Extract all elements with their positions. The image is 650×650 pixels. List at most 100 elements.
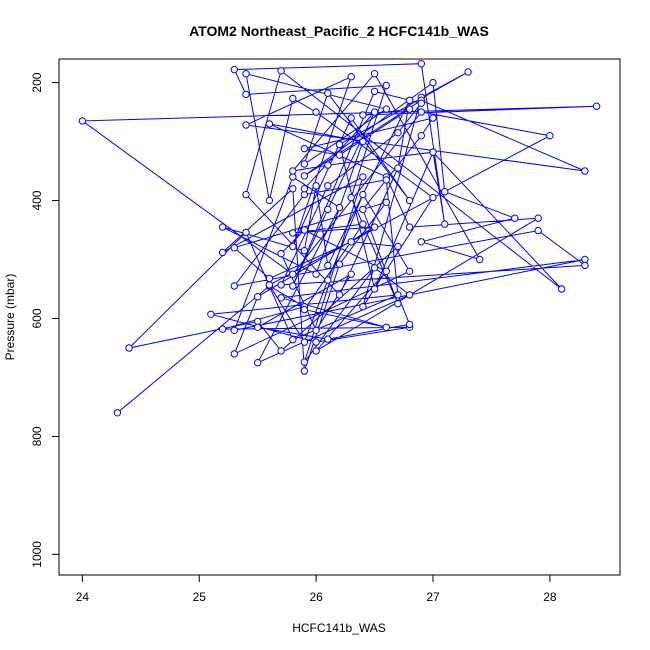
data-point <box>300 172 309 180</box>
data-point <box>312 338 320 346</box>
data-point <box>289 282 297 290</box>
data-point <box>289 270 297 278</box>
data-point <box>277 67 285 75</box>
data-point <box>277 281 285 289</box>
data-point <box>581 167 589 175</box>
x-axis-label: HCFC141b_WAS <box>292 621 386 635</box>
data-point <box>347 73 355 81</box>
data-point <box>417 99 425 107</box>
x-axis-ticks: 24 25 26 27 28 <box>76 575 557 604</box>
data-point <box>405 267 414 275</box>
data-point <box>242 228 250 237</box>
data-point <box>300 305 309 314</box>
data-point <box>417 60 425 68</box>
data-point <box>394 242 402 251</box>
data-point <box>405 320 414 329</box>
y-axis-label: Pressure (mbar) <box>3 274 17 361</box>
data-point <box>394 300 402 308</box>
series-line <box>80 63 597 414</box>
data-point <box>382 81 390 90</box>
data-point <box>254 359 262 367</box>
data-point <box>359 111 367 119</box>
data-point <box>289 185 297 193</box>
data-point <box>405 105 414 113</box>
data-point <box>289 336 297 344</box>
data-point <box>382 198 390 207</box>
data-point <box>441 220 449 228</box>
plot-series <box>80 63 597 414</box>
data-point <box>324 335 332 343</box>
data-point <box>370 108 379 116</box>
data-point <box>218 325 227 333</box>
data-point <box>125 344 133 352</box>
data-point <box>557 285 566 293</box>
y-tick-label: 600 <box>30 308 44 328</box>
data-point <box>254 323 262 331</box>
data-point <box>78 117 87 125</box>
data-point <box>335 260 344 268</box>
y-tick-label: 800 <box>30 426 44 446</box>
data-point <box>324 89 332 97</box>
data-point <box>218 248 227 257</box>
x-tick-label: 28 <box>543 590 557 604</box>
data-point <box>312 108 320 116</box>
data-point <box>254 293 262 301</box>
data-point <box>289 229 297 237</box>
data-point <box>324 261 332 270</box>
data-point <box>289 167 297 175</box>
data-point <box>359 205 367 214</box>
data-point <box>405 223 414 231</box>
data-point <box>382 105 390 113</box>
data-point <box>511 214 519 222</box>
data-point <box>476 255 484 264</box>
data-point <box>382 267 390 275</box>
data-point <box>312 347 320 355</box>
data-point <box>581 261 589 270</box>
data-point <box>417 108 425 116</box>
data-point <box>324 161 332 169</box>
data-point <box>300 185 309 193</box>
data-point <box>405 291 414 299</box>
data-point <box>230 282 239 290</box>
data-point <box>335 203 344 212</box>
data-point <box>324 276 332 284</box>
x-tick-label: 25 <box>193 590 207 604</box>
data-point <box>347 193 355 202</box>
data-point <box>534 226 542 235</box>
data-point <box>265 274 274 283</box>
data-point <box>242 121 250 129</box>
data-point <box>382 176 390 184</box>
data-point <box>335 140 344 149</box>
data-point <box>417 132 425 140</box>
data-point <box>277 294 285 302</box>
data-point <box>277 249 285 258</box>
data-point <box>592 102 601 110</box>
data-point <box>265 120 274 128</box>
data-point <box>405 196 414 205</box>
plot-markers <box>78 60 601 417</box>
data-point <box>289 94 297 103</box>
data-point <box>382 323 390 331</box>
data-point <box>300 367 309 375</box>
data-point <box>300 160 309 168</box>
data-point <box>277 347 285 355</box>
data-point <box>324 182 332 190</box>
data-point <box>300 358 309 366</box>
data-point <box>207 310 215 318</box>
data-point <box>335 151 344 159</box>
data-point <box>359 137 367 146</box>
data-point <box>230 65 239 74</box>
data-point <box>312 326 320 334</box>
chart-title: ATOM2 Northeast_Pacific_2 HCFC141b_WAS <box>189 23 489 39</box>
data-point <box>324 205 332 214</box>
data-point <box>370 285 379 293</box>
data-point <box>464 68 472 76</box>
data-point <box>242 190 250 199</box>
y-tick-label: 400 <box>30 190 44 210</box>
data-point <box>429 78 437 87</box>
data-point <box>534 214 542 222</box>
data-point <box>347 238 355 246</box>
data-point <box>359 220 367 228</box>
data-point <box>347 270 355 278</box>
